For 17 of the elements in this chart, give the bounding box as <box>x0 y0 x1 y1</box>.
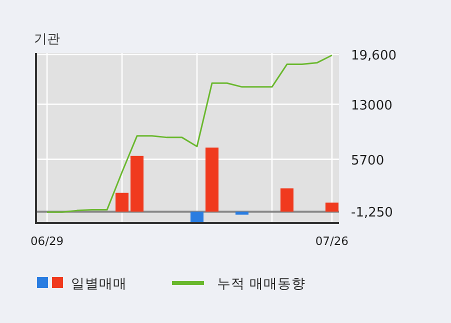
x-tick-label: 07/26 <box>315 234 349 248</box>
chart-title: 기관 <box>34 32 60 47</box>
legend-label: 누적 매매동향 <box>217 276 306 292</box>
x-tick-label: 06/29 <box>30 234 64 248</box>
bar <box>130 156 144 212</box>
bar <box>190 212 204 222</box>
bar <box>205 148 218 212</box>
legend-label: 일별매매 <box>71 276 127 292</box>
bar <box>325 202 338 212</box>
y-tick-label: 13000 <box>351 98 392 114</box>
y-tick-label: 19,600 <box>351 48 396 64</box>
y-tick-label: -1,250 <box>351 206 393 221</box>
bar <box>235 212 248 215</box>
bar <box>280 188 294 212</box>
y-tick-label: 5700 <box>351 153 384 168</box>
bar <box>116 192 129 212</box>
line-series <box>46 54 333 213</box>
